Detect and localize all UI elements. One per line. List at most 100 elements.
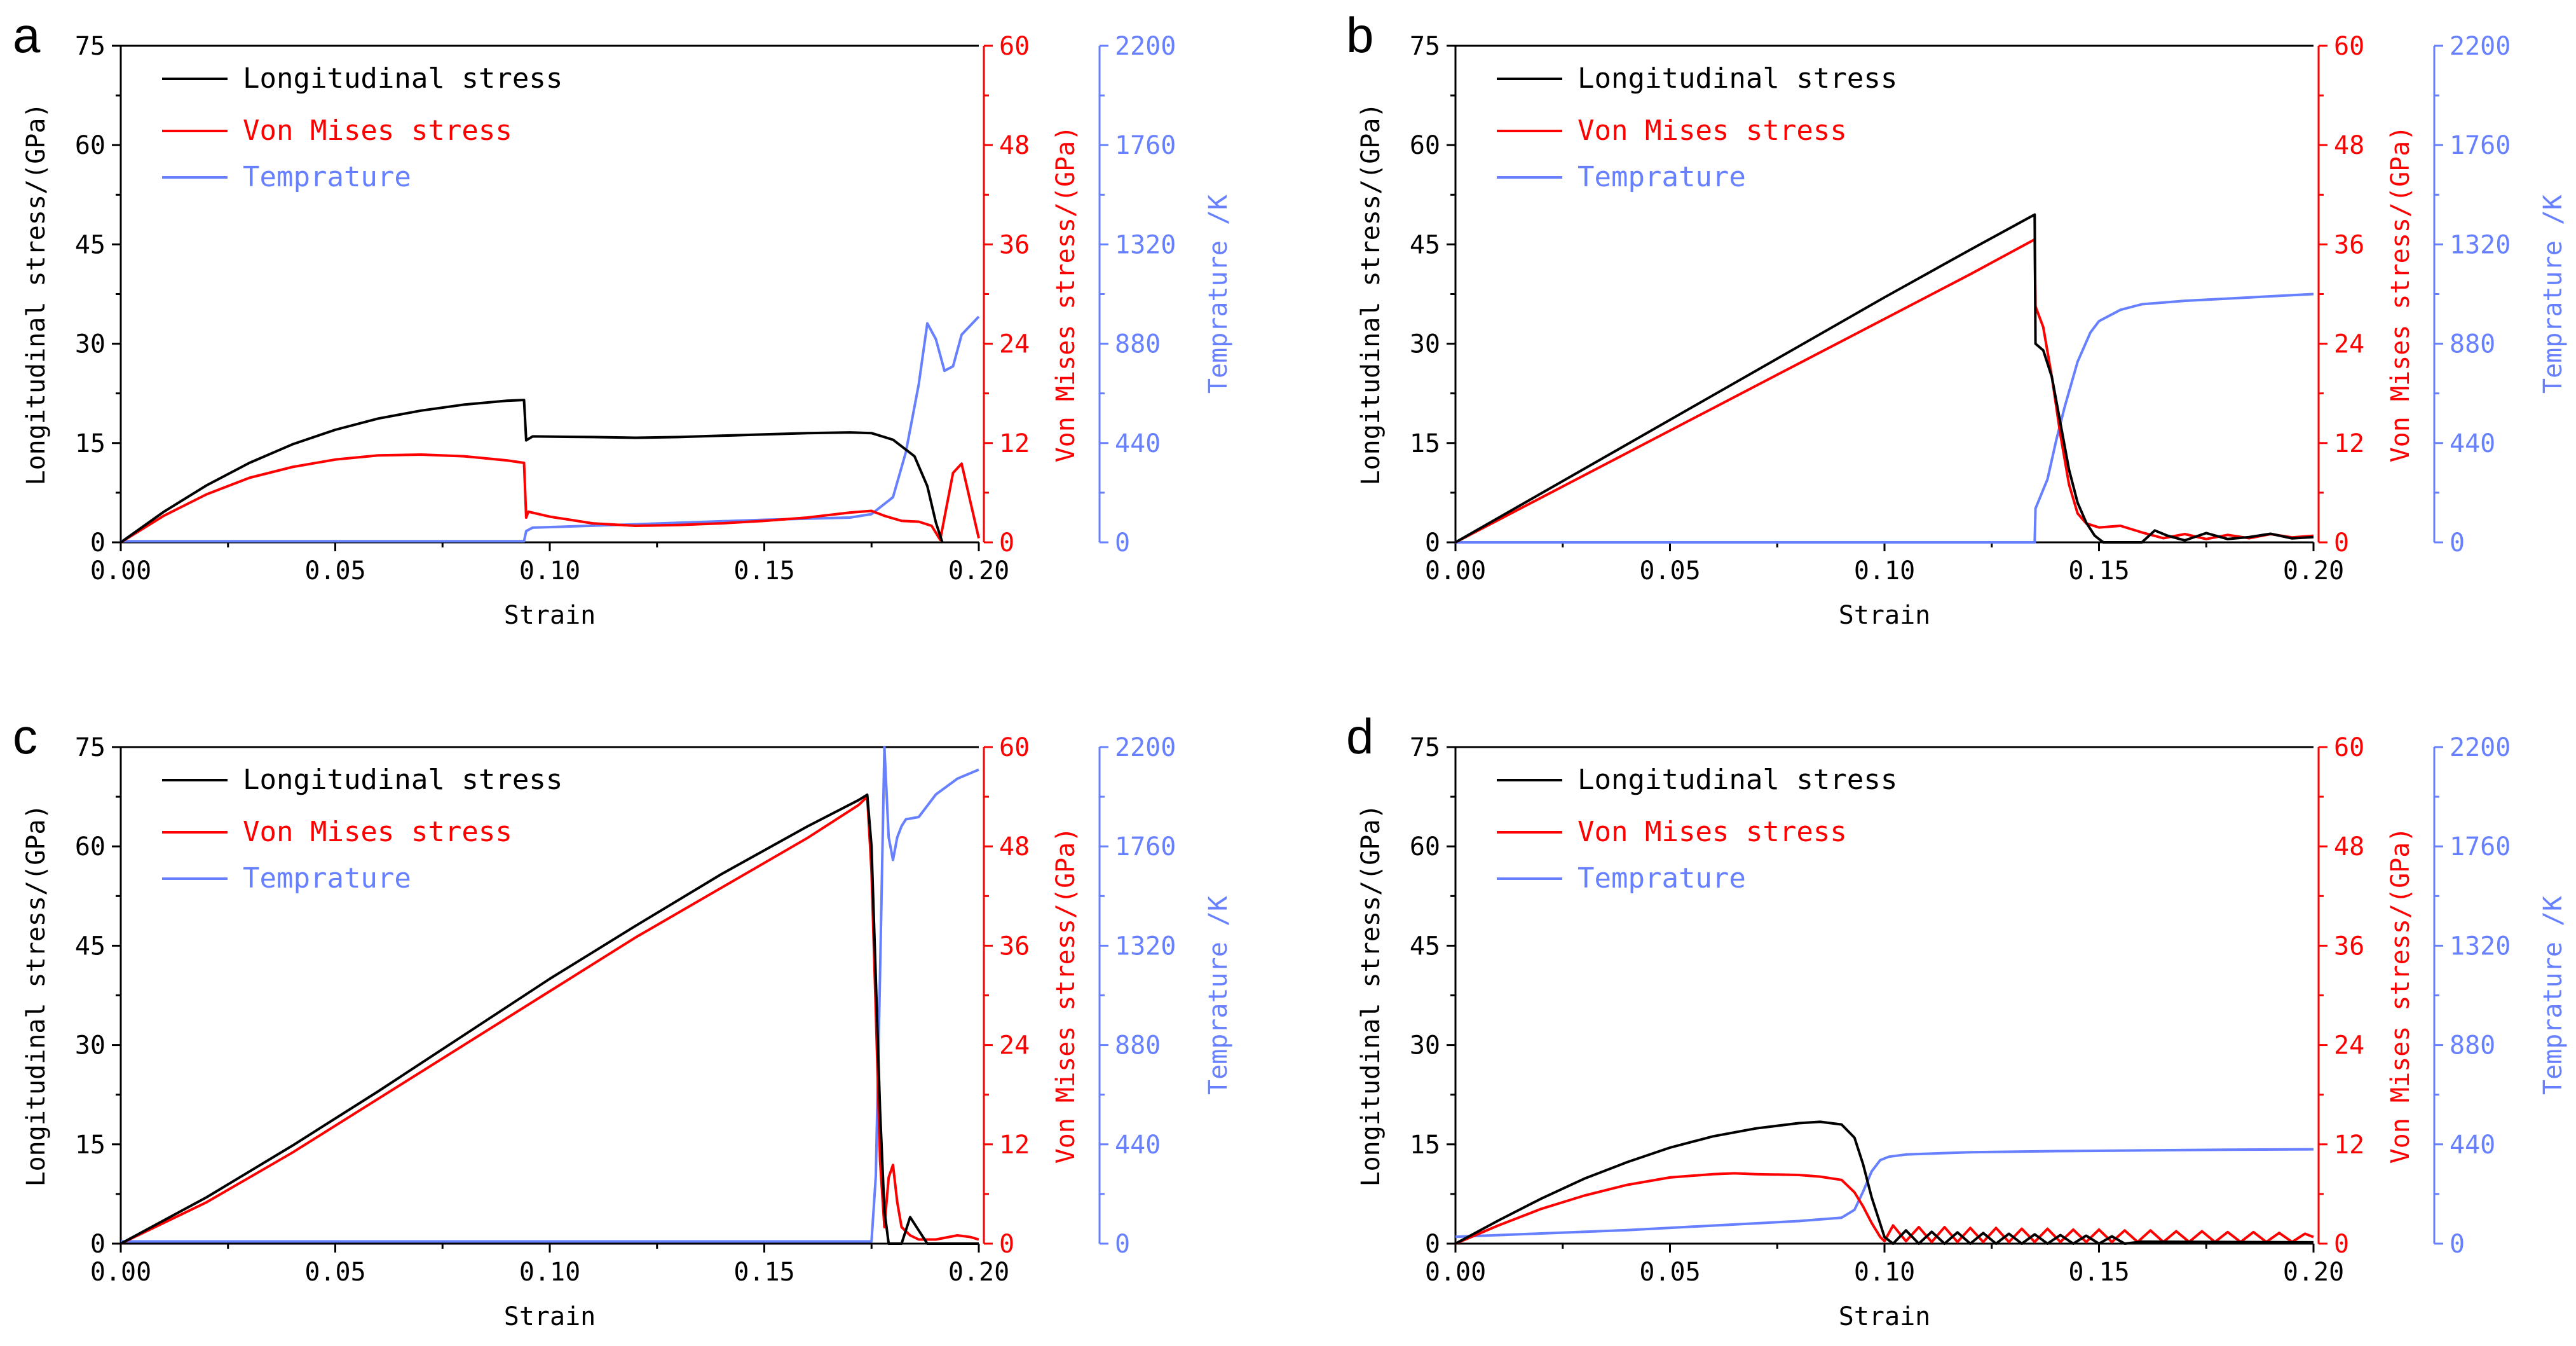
y-right-vonmises-tick-label: 24 xyxy=(2334,330,2364,359)
y-left-tick-label: 45 xyxy=(1410,230,1440,259)
y-left-tick-label: 30 xyxy=(1410,1031,1440,1061)
y-left-tick-label: 45 xyxy=(75,931,106,961)
y-right-vonmises-tick-label: 48 xyxy=(2334,131,2364,160)
y-right-temperature-axis-title: Temprature /K xyxy=(1204,195,1233,394)
y-left-tick-label: 30 xyxy=(1410,330,1440,359)
von-mises-stress-line xyxy=(1455,238,2314,544)
y-left-tick-label: 15 xyxy=(1410,429,1440,458)
y-right-vonmises-tick-label: 12 xyxy=(999,429,1030,458)
y-left-tick-label: 0 xyxy=(90,528,106,558)
x-tick-label: 0.10 xyxy=(1854,1258,1915,1287)
y-right-vonmises-tick-label: 0 xyxy=(999,528,1014,558)
y-right-temperature-tick-label: 1760 xyxy=(2450,832,2511,862)
x-tick-label: 0.05 xyxy=(304,556,365,586)
legend-temperature-label: Temprature xyxy=(243,862,411,895)
y-right-temperature-tick-label: 1320 xyxy=(2450,230,2511,259)
y-left-axis-title: Longitudinal stress/(GPa) xyxy=(1356,804,1386,1186)
y-left-axis-title: Longitudinal stress/(GPa) xyxy=(22,102,51,485)
y-right-vonmises-tick-label: 12 xyxy=(2334,429,2364,458)
temperature-line xyxy=(121,746,979,1243)
x-axis-title: Strain xyxy=(504,1302,596,1331)
y-right-temperature-tick-label: 2200 xyxy=(1115,32,1176,61)
y-left-tick-label: 75 xyxy=(1410,32,1440,61)
y-right-vonmises-tick-label: 60 xyxy=(999,733,1030,762)
y-right-temperature-tick-label: 0 xyxy=(2450,528,2465,558)
legend-von-mises-stress-label: Von Mises stress xyxy=(1578,114,1847,147)
y-left-tick-label: 30 xyxy=(75,1031,106,1061)
legend-temperature-label: Temprature xyxy=(243,161,411,193)
y-right-temperature-tick-label: 2200 xyxy=(2450,32,2511,61)
panel-letter-c: c xyxy=(13,708,37,764)
x-tick-label: 0.00 xyxy=(1425,1258,1486,1287)
x-tick-label: 0.10 xyxy=(519,556,580,586)
y-right-vonmises-tick-label: 60 xyxy=(999,32,1030,61)
y-right-vonmises-tick-label: 0 xyxy=(999,1230,1014,1259)
y-left-tick-label: 30 xyxy=(75,330,106,359)
legend-longitudinal-stress-label: Longitudinal stress xyxy=(243,764,562,796)
y-right-temperature-tick-label: 0 xyxy=(1115,528,1130,558)
legend-von-mises-stress-label: Von Mises stress xyxy=(243,816,512,848)
x-tick-label: 0.10 xyxy=(1854,556,1915,586)
y-right-temperature-axis-title: Temprature /K xyxy=(1204,896,1233,1095)
legend-von-mises-stress-label: Von Mises stress xyxy=(243,114,512,147)
longitudinal-stress-line xyxy=(119,399,944,544)
x-tick-label: 0.15 xyxy=(2068,1258,2129,1287)
y-right-vonmises-tick-label: 12 xyxy=(2334,1130,2364,1160)
x-axis-title: Strain xyxy=(504,601,596,630)
y-right-vonmises-tick-label: 36 xyxy=(999,931,1030,961)
legend-temperature-label: Temprature xyxy=(1578,862,1746,895)
y-right-vonmises-tick-label: 24 xyxy=(999,1031,1030,1061)
panel-letter-a: a xyxy=(13,7,41,63)
x-tick-label: 0.00 xyxy=(1425,556,1486,586)
y-left-tick-label: 45 xyxy=(1410,931,1440,961)
x-axis-title: Strain xyxy=(1839,1302,1931,1331)
y-left-tick-label: 15 xyxy=(75,429,106,458)
x-tick-label: 0.05 xyxy=(304,1258,365,1287)
y-left-tick-label: 0 xyxy=(1425,528,1440,558)
y-right-temperature-tick-label: 440 xyxy=(1115,1130,1161,1160)
y-right-vonmises-tick-label: 60 xyxy=(2334,733,2364,762)
y-right-vonmises-tick-label: 48 xyxy=(999,131,1030,160)
y-right-vonmises-tick-label: 36 xyxy=(2334,230,2364,259)
y-left-tick-label: 15 xyxy=(1410,1130,1440,1160)
x-tick-label: 0.15 xyxy=(733,556,794,586)
y-left-tick-label: 0 xyxy=(1425,1230,1440,1259)
x-axis-title: Strain xyxy=(1839,601,1931,630)
y-left-tick-label: 0 xyxy=(90,1230,106,1259)
y-left-axis-title: Longitudinal stress/(GPa) xyxy=(1356,102,1386,485)
x-tick-label: 0.15 xyxy=(2068,556,2129,586)
y-right-vonmises-tick-label: 24 xyxy=(2334,1031,2364,1061)
x-tick-label: 0.10 xyxy=(519,1258,580,1287)
y-right-temperature-tick-label: 1320 xyxy=(2450,931,2511,961)
y-right-vonmises-axis-title: Von Mises stress/(GPa) xyxy=(1051,827,1080,1164)
temperature-line xyxy=(1455,1148,2314,1239)
panel-letter-d: d xyxy=(1346,708,1373,764)
y-right-temperature-axis-title: Temprature /K xyxy=(2539,195,2568,394)
y-left-tick-label: 75 xyxy=(75,32,106,61)
x-tick-label: 0.05 xyxy=(1639,556,1700,586)
y-right-temperature-axis-title: Temprature /K xyxy=(2539,896,2568,1095)
y-right-vonmises-tick-label: 48 xyxy=(2334,832,2364,862)
y-right-temperature-tick-label: 1760 xyxy=(1115,832,1176,862)
y-right-vonmises-tick-label: 0 xyxy=(2334,1230,2349,1259)
y-right-temperature-tick-label: 440 xyxy=(2450,429,2495,458)
temperature-line xyxy=(121,315,980,543)
y-right-vonmises-tick-label: 12 xyxy=(999,1130,1030,1160)
y-left-tick-label: 15 xyxy=(75,1130,106,1160)
y-left-tick-label: 60 xyxy=(75,832,106,862)
panel-d: d 0.00 0.05 0.10 0.15 0.20015304560750122436… xyxy=(1346,708,2568,1331)
panel-c: c 0.00 0.05 0.10 0.15 0.20015304560750122436… xyxy=(13,708,1233,1331)
panel-a: a 0.00 0.05 0.10 0.15 0.20015304560750122436… xyxy=(13,7,1233,630)
panel-letter-b: b xyxy=(1346,7,1373,63)
y-left-tick-label: 45 xyxy=(75,230,106,259)
y-right-temperature-tick-label: 880 xyxy=(1115,1031,1161,1061)
panel-b: b 0.00 0.05 0.10 0.15 0.20015304560750122436… xyxy=(1346,7,2568,630)
y-right-vonmises-axis-title: Von Mises stress/(GPa) xyxy=(2386,126,2415,463)
y-right-vonmises-tick-label: 36 xyxy=(2334,931,2364,961)
y-right-temperature-tick-label: 440 xyxy=(1115,429,1161,458)
y-left-tick-label: 75 xyxy=(75,733,106,762)
x-tick-label: 0.00 xyxy=(90,1258,151,1287)
y-right-temperature-tick-label: 1320 xyxy=(1115,931,1176,961)
y-left-tick-label: 60 xyxy=(1410,131,1440,160)
